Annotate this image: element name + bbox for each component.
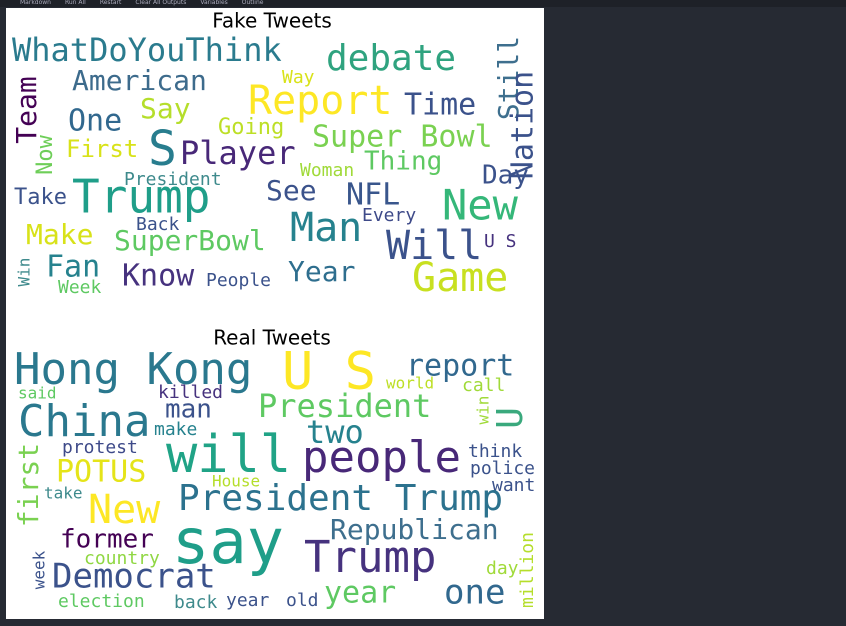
cloud-word: NFL — [346, 178, 400, 213]
cloud-word: Democrat — [52, 557, 216, 597]
cloud-word: man — [165, 395, 212, 425]
toolbar: Markdown Run All Restart Clear All Outputs V… — [0, 0, 846, 7]
toolbar-button[interactable]: Markdown — [20, 0, 51, 6]
cloud-word: Player — [180, 134, 296, 172]
cloud-word: U — [490, 407, 531, 429]
cloud-word: year — [226, 590, 270, 611]
figure-bg — [6, 8, 544, 619]
cloud-word: Fan — [46, 250, 100, 285]
cloud-word: See — [266, 174, 317, 207]
cloud-word: country — [84, 548, 160, 569]
cloud-word: think — [468, 441, 522, 462]
cloud-word: call — [462, 375, 505, 396]
cloud-word: killed — [158, 382, 223, 403]
toolbar-button[interactable]: Restart — [99, 0, 122, 6]
cloud-word: China — [18, 396, 150, 447]
cloud-word: protest — [62, 437, 138, 458]
cloud-word: Report — [248, 78, 393, 124]
cloud-word: Now — [33, 134, 58, 174]
cloud-word: New — [88, 487, 161, 533]
cloud-word: Hong Kong — [14, 344, 252, 395]
cloud-word: take — [44, 484, 83, 503]
cloud-word: Nation — [506, 71, 541, 179]
cloud-word: Trump — [72, 170, 210, 224]
cloud-word: SuperBowl — [114, 224, 266, 257]
cloud-word: One — [68, 104, 122, 139]
cloud-word: Thing — [364, 147, 442, 177]
cloud-word: Say — [140, 92, 191, 125]
cloud-word: Trump — [304, 532, 436, 583]
cloud-word: Know — [122, 259, 195, 294]
toolbar-button[interactable]: Clear All Outputs — [135, 0, 187, 6]
cloud-word: U S — [282, 342, 376, 402]
cloud-word: debate — [326, 38, 456, 79]
cloud-word: WhatDoYouThink — [12, 31, 282, 69]
cloud-word: Team — [10, 76, 43, 143]
cloud-word: President Trump — [178, 478, 503, 519]
cloud-word: Going — [218, 115, 284, 140]
cloud-word: week — [30, 550, 49, 589]
cloud-word: House — [212, 472, 260, 491]
toolbar-button[interactable]: Variables — [200, 0, 228, 6]
cloud-word: two — [306, 413, 364, 451]
cloud-word: year — [324, 576, 396, 611]
cloud-word: Way — [282, 67, 315, 88]
cloud-word: People — [206, 270, 271, 291]
cloud-word: Republican — [330, 513, 499, 546]
cloud-word: Week — [58, 277, 102, 298]
cloud-word: President — [124, 169, 222, 190]
cloud-word: POTUS — [56, 455, 146, 490]
cloud-word: President — [258, 387, 431, 425]
cloud-word: win — [474, 396, 493, 425]
toolbar-button[interactable]: Run All — [64, 0, 86, 6]
cloud-word: report — [406, 349, 514, 384]
cloud-word: police — [470, 458, 535, 479]
toolbar-button[interactable]: Outline — [241, 0, 264, 6]
cloud-word: said — [18, 384, 57, 403]
cloud-word: first — [12, 443, 45, 527]
cloud-word: Super Bowl — [312, 120, 493, 155]
plot-title: Fake Tweets — [212, 9, 332, 33]
cloud-word: back — [174, 592, 218, 613]
cloud-word: Will — [386, 223, 482, 269]
cloud-word: one — [444, 573, 505, 613]
cloud-word: people — [302, 432, 461, 483]
cloud-word: Man — [290, 205, 362, 251]
cloud-word: Woman — [300, 160, 354, 181]
cloud-word: Still — [492, 36, 525, 120]
cloud-word: U S — [484, 231, 517, 252]
cloud-word: American — [72, 64, 207, 97]
cloud-word: S — [148, 121, 177, 177]
cloud-word: Win — [15, 258, 34, 287]
cloud-word: Year — [288, 255, 355, 288]
cloud-word: New — [442, 181, 519, 230]
cloud-word: former — [60, 525, 154, 555]
cloud-word: First — [66, 135, 138, 163]
cloud-word: million — [517, 532, 538, 608]
cloud-word: Game — [412, 255, 508, 301]
plot-title: Real Tweets — [213, 326, 331, 350]
cloud-word: Make — [26, 218, 93, 251]
cloud-word: say — [172, 505, 284, 578]
cloud-word: world — [386, 374, 434, 393]
cloud-word: election — [58, 591, 145, 612]
cloud-word: Every — [362, 205, 416, 226]
cloud-word: want — [492, 475, 535, 496]
cloud-word: day — [486, 558, 519, 579]
cloud-word: will — [166, 425, 291, 485]
cloud-word: old — [286, 590, 319, 611]
cloud-word: Back — [136, 214, 180, 235]
cloud-word: make — [154, 419, 197, 440]
cloud-word: Take — [14, 185, 67, 210]
cloud-word: Time — [404, 88, 476, 123]
cloud-word: Day — [482, 161, 529, 191]
